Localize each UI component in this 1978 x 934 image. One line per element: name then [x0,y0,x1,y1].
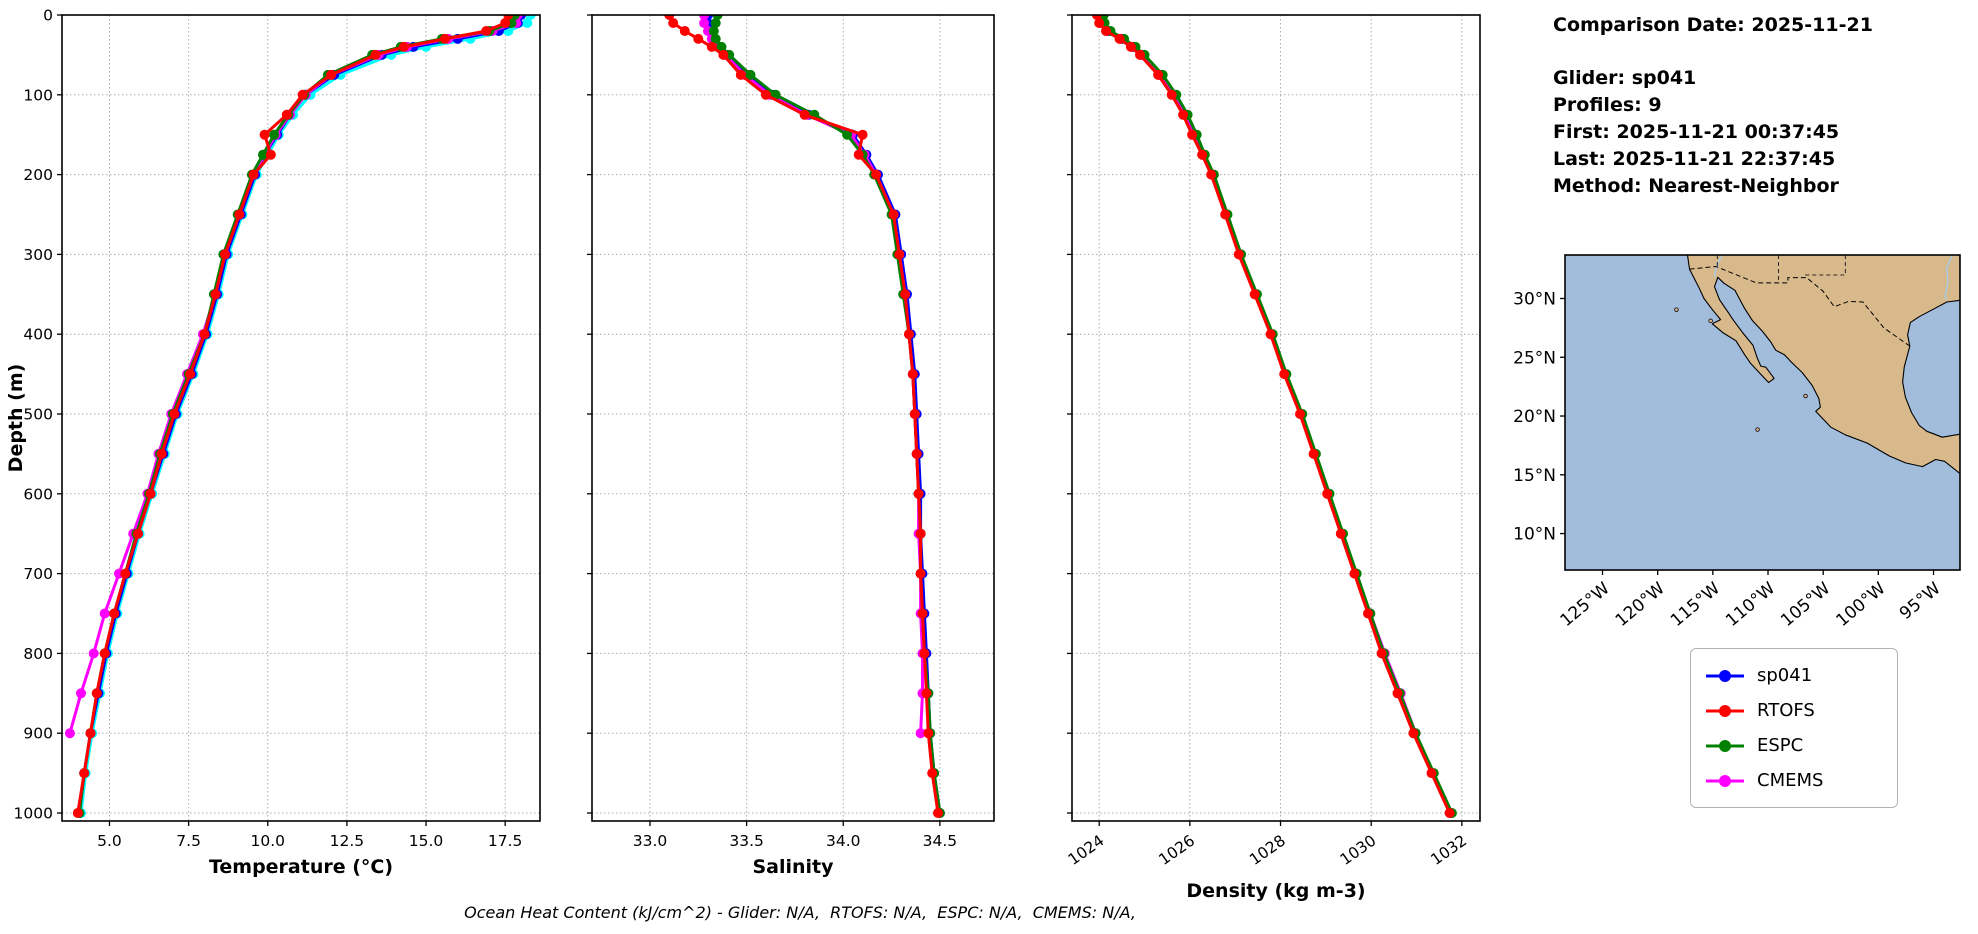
data-series [1091,15,1457,818]
svg-text:100°W: 100°W [1832,578,1889,631]
legend-item-cmems: CMEMS [1703,763,1885,798]
x-axis-label: Density (kg m-3) [1186,880,1365,902]
svg-text:115°W: 115°W [1667,578,1724,631]
svg-text:1024: 1024 [1065,832,1108,869]
gridlines [62,14,540,821]
legend-label-rtofs: RTOFS [1757,700,1815,721]
svg-text:600: 600 [23,485,53,503]
last-profile-time-text: Last: 2025-11-21 22:37:45 [1553,148,1836,170]
ocean-heat-content-caption: Ocean Heat Content (kJ/cm^2) - Glider: N… [464,903,1136,922]
svg-text:95°W: 95°W [1896,578,1945,624]
svg-text:110°W: 110°W [1722,578,1779,631]
data-series [664,15,945,818]
svg-text:400: 400 [23,326,53,344]
svg-text:10.0: 10.0 [251,832,286,850]
salinity-profile-chart: 33.0 33.5 34.0 34.5 Salinity [587,14,995,878]
svg-text:20°N: 20°N [1513,407,1556,427]
svg-text:1030: 1030 [1337,832,1380,869]
svg-text:0: 0 [43,7,53,25]
legend-label-espc: ESPC [1757,735,1804,756]
svg-text:33.0: 33.0 [633,832,668,850]
axis-ticks: 5.0 7.5 10.0 12.5 15.0 17.5 0 100 200 300 400 500 60… [14,7,523,851]
svg-text:125°W: 125°W [1557,578,1614,631]
svg-text:120°W: 120°W [1612,578,1669,631]
data-series [64,15,536,818]
svg-text:15°N: 15°N [1513,466,1556,486]
series-rtofs [664,15,943,818]
svg-text:300: 300 [23,246,53,264]
svg-text:1028: 1028 [1246,832,1289,869]
profiles-count-text: Profiles: 9 [1553,94,1662,116]
temperature-profile-chart: 5.0 7.5 10.0 12.5 15.0 17.5 0 100 200 300 400 500 60… [14,7,541,878]
svg-text:500: 500 [23,406,53,424]
river [1714,255,1723,278]
axis-ticks: 1024 1026 1028 1030 1032 [1065,14,1471,869]
location-map: 30°N 25°N 20°N 15°N 10°N 125°W120°W115°W110°W… [1513,254,1961,631]
map-frame [1564,254,1961,571]
gridlines [1072,14,1480,821]
legend-label-cmems: CMEMS [1757,770,1824,791]
island [1708,318,1713,324]
axis-ticks: 33.0 33.5 34.0 34.5 [587,14,958,850]
svg-text:10°N: 10°N [1513,525,1556,545]
density-profile-chart: 1024 1026 1028 1030 1032 Density (kg m-3) [1065,14,1481,902]
river [1944,255,1953,301]
legend-item-rtofs: RTOFS [1703,693,1885,728]
first-profile-time-text: First: 2025-11-21 00:37:45 [1553,121,1840,143]
svg-text:30°N: 30°N [1513,289,1556,309]
svg-text:15.0: 15.0 [409,832,444,850]
depth-axis-label: Depth (m) [5,364,27,473]
svg-text:800: 800 [23,645,53,663]
legend-line-marker-sp041 [1706,669,1744,682]
svg-text:1000: 1000 [14,805,53,823]
island [1755,427,1760,432]
svg-text:5.0: 5.0 [97,832,122,850]
state-border [1805,255,1846,278]
info-spacer [1553,39,1873,65]
svg-text:25°N: 25°N [1513,348,1556,368]
x-axis-label: Temperature (°C) [209,856,393,878]
comparison-date-text: Comparison Date: 2025-11-21 [1553,14,1873,36]
x-axis-label: Salinity [752,856,834,878]
svg-text:100: 100 [23,86,53,104]
series-rtofs [72,15,514,818]
svg-text:34.0: 34.0 [826,832,861,850]
legend-line-marker-rtofs [1706,704,1744,717]
series-rtofs [1091,15,1455,818]
glider-name-text: Glider: sp041 [1553,67,1697,89]
profile-plots: Depth (m) 5.0 7.5 10.0 12.5 15.0 17.5 0 100 200 3… [5,7,1481,902]
legend: sp041 RTOFS ESPC CMEMS [1690,648,1898,808]
legend-line-marker-cmems [1706,774,1744,787]
gridlines [592,14,994,821]
svg-text:34.5: 34.5 [923,832,958,850]
island [1674,307,1679,312]
svg-text:7.5: 7.5 [176,832,201,850]
svg-text:1032: 1032 [1428,832,1471,869]
legend-label-sp041: sp041 [1757,665,1813,686]
method-text: Method: Nearest-Neighbor [1553,175,1839,197]
series-espc [74,15,520,818]
svg-text:900: 900 [23,725,53,743]
legend-line-marker-espc [1706,739,1744,752]
country-border [1689,265,1911,347]
svg-text:700: 700 [23,565,53,583]
svg-text:1026: 1026 [1156,832,1199,869]
comparison-info: Comparison Date: 2025-11-21 Glider: sp04… [1553,12,1873,200]
svg-text:17.5: 17.5 [488,832,523,850]
svg-text:105°W: 105°W [1777,578,1834,631]
legend-item-espc: ESPC [1703,728,1885,763]
svg-text:12.5: 12.5 [330,832,365,850]
svg-text:33.5: 33.5 [729,832,764,850]
svg-text:200: 200 [23,166,53,184]
coastline [1686,255,1960,475]
legend-item-sp041: sp041 [1703,658,1885,693]
island [1803,393,1808,399]
map-land [1674,255,1960,475]
